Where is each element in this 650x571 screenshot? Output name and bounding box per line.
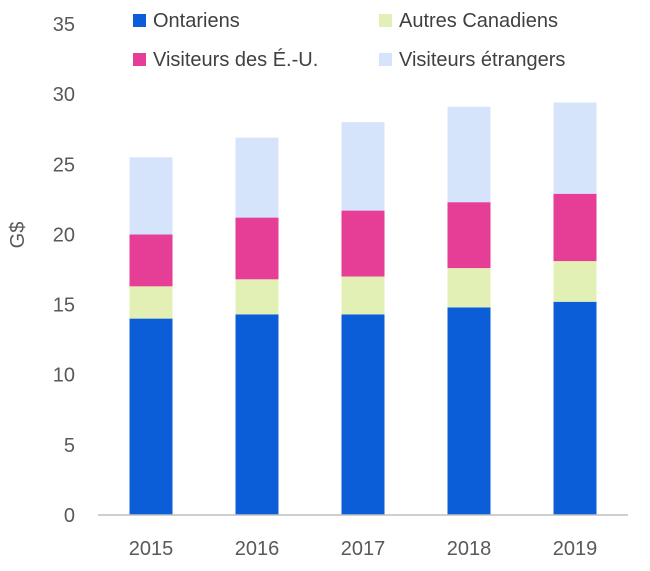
x-axis-ticks: 2015 2016 2017 2018 2019 (129, 538, 598, 560)
legend: Ontariens Autres Canadiens Visiteurs des É… (133, 10, 565, 71)
legend-label: Visiteurs des É.-U. (153, 48, 318, 71)
x-tick-label: 2015 (129, 538, 174, 560)
legend-swatch (379, 14, 392, 27)
y-tick-label: 35 (53, 14, 75, 36)
bar-2019-series-2 (553, 193, 597, 262)
bar-2017-series-3 (341, 122, 385, 211)
bar-2016-series-0 (235, 314, 279, 515)
bar-2015-series-1 (129, 286, 173, 319)
bar-2015-series-2 (129, 234, 173, 287)
bar-2016-series-1 (235, 279, 279, 315)
bar-2019-series-3 (553, 102, 597, 194)
x-tick-label: 2017 (341, 538, 386, 560)
bar-2017-series-0 (341, 314, 385, 515)
bar-2018-series-2 (447, 202, 491, 269)
y-tick-label: 10 (53, 365, 75, 387)
bar-2016-series-3 (235, 137, 279, 218)
bar-2019-series-1 (553, 261, 597, 302)
legend-label: Ontariens (153, 10, 240, 32)
legend-swatch (379, 53, 392, 66)
bar-2015-series-3 (129, 157, 173, 235)
y-tick-label: 15 (53, 295, 75, 317)
x-tick-label: 2019 (553, 538, 598, 560)
bar-2018-series-3 (447, 106, 491, 203)
bar-2017-series-1 (341, 276, 385, 315)
bar-2017-series-2 (341, 210, 385, 277)
y-axis-ticks: 0 5 10 15 20 25 30 35 (53, 14, 75, 527)
y-axis-title: G$ (7, 222, 29, 249)
x-tick-label: 2018 (447, 538, 492, 560)
legend-label: Autres Canadiens (399, 10, 558, 32)
bar-2016-series-2 (235, 217, 279, 280)
legend-label: Visiteurs étrangers (399, 49, 565, 71)
y-tick-label: 5 (64, 435, 75, 457)
bar-2015-series-0 (129, 318, 173, 515)
y-tick-label: 20 (53, 224, 75, 246)
legend-swatch (133, 53, 146, 66)
legend-swatch (133, 14, 146, 27)
y-tick-label: 25 (53, 154, 75, 176)
bars (129, 102, 597, 515)
bar-2018-series-0 (447, 307, 491, 515)
bar-2018-series-1 (447, 268, 491, 308)
y-tick-label: 30 (53, 84, 75, 106)
bar-2019-series-0 (553, 301, 597, 515)
y-tick-label: 0 (64, 505, 75, 527)
x-tick-label: 2016 (235, 538, 280, 560)
